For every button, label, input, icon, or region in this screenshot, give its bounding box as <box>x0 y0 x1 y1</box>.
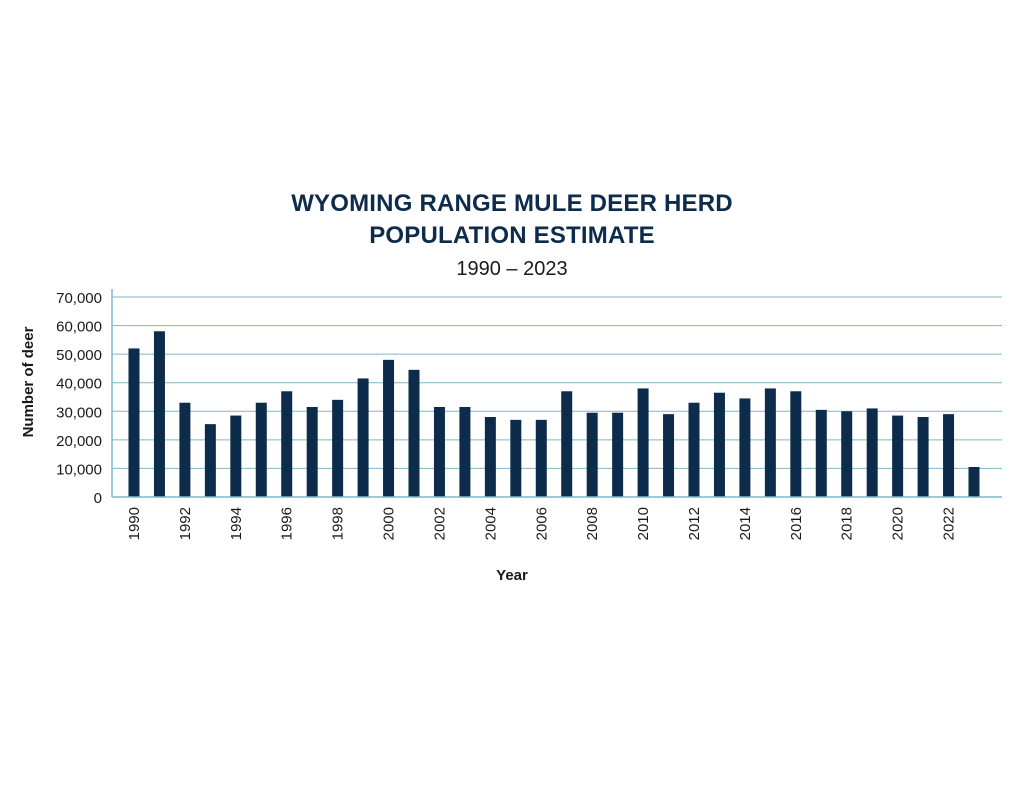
bar <box>433 407 445 497</box>
bar <box>459 407 471 497</box>
bar <box>713 392 725 497</box>
x-tick-label: 2008 <box>584 507 601 540</box>
bar <box>128 348 140 497</box>
y-tick-label: 70,000 <box>56 290 102 307</box>
bar <box>255 402 267 497</box>
bar <box>204 424 216 497</box>
bar <box>663 414 675 497</box>
x-tick-label: 1998 <box>330 507 347 540</box>
y-tick-label: 50,000 <box>56 347 102 364</box>
chart-title-line-2: POPULATION ESTIMATE <box>369 222 655 249</box>
y-axis-label: Number of deer <box>20 326 37 437</box>
x-tick-label: 2010 <box>635 507 652 540</box>
bar <box>866 408 878 497</box>
bar <box>815 409 827 497</box>
bar <box>306 407 318 497</box>
bar <box>153 331 165 497</box>
x-tick-label: 2018 <box>839 507 856 540</box>
y-tick-label: 0 <box>94 490 102 507</box>
bar <box>790 391 802 497</box>
chart-subtitle: 1990 – 2023 <box>456 258 568 280</box>
bar <box>535 419 547 497</box>
bar <box>739 398 751 497</box>
y-tick-label: 20,000 <box>56 433 102 450</box>
bar <box>357 378 369 497</box>
bar <box>943 414 955 497</box>
bar <box>917 417 929 497</box>
bar <box>484 417 496 497</box>
x-tick-label: 1994 <box>228 507 245 540</box>
bars <box>128 331 980 497</box>
bar <box>179 402 191 497</box>
chart-title-line-1: WYOMING RANGE MULE DEER HERD <box>291 190 733 217</box>
bar <box>383 359 395 497</box>
bar <box>612 412 624 497</box>
y-tick-label: 30,000 <box>56 404 102 421</box>
bar <box>637 388 649 497</box>
x-tick-label: 2016 <box>788 507 805 540</box>
bar <box>586 412 598 497</box>
x-tick-label: 2012 <box>686 507 703 540</box>
bar <box>561 391 573 497</box>
bar <box>764 388 776 497</box>
bar <box>230 415 242 497</box>
axes: 0 10,000 20,000 30,000 40,000 50,000 60,000 70,… <box>56 289 1002 540</box>
x-tick-label: 2000 <box>381 507 398 540</box>
x-tick-label: 2022 <box>941 507 958 540</box>
x-tick-label: 2004 <box>482 507 499 540</box>
y-tick-label: 60,000 <box>56 319 102 336</box>
bar <box>408 369 420 497</box>
x-axis-label: Year <box>496 567 528 584</box>
bar <box>281 391 293 497</box>
bar <box>892 415 904 497</box>
bar <box>688 402 700 497</box>
bar <box>332 399 344 497</box>
x-tick-label: 2006 <box>533 507 550 540</box>
x-tick-label: 2002 <box>431 507 448 540</box>
x-tick-label: 2020 <box>890 507 907 540</box>
y-tick-label: 40,000 <box>56 376 102 393</box>
chart-title-block: WYOMING RANGE MULE DEER HERD POPULATION … <box>0 188 1024 284</box>
x-tick-label: 2014 <box>737 507 754 540</box>
y-tick-label: 10,000 <box>56 461 102 478</box>
x-tick-label: 1990 <box>126 507 143 540</box>
x-tick-label: 1992 <box>177 507 194 540</box>
bar <box>510 419 522 497</box>
bar <box>841 411 853 497</box>
bar <box>968 467 980 497</box>
x-tick-label: 1996 <box>279 507 296 540</box>
